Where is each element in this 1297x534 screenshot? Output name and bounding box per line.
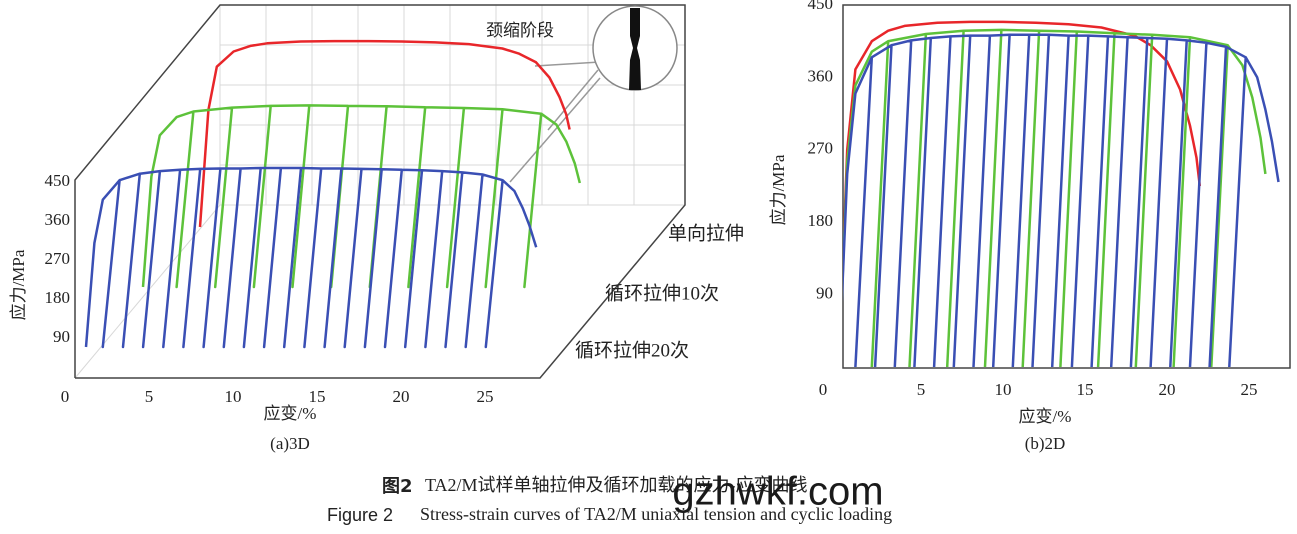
plot-frame: [842, 4, 1291, 369]
y-tick-label: 450: [45, 171, 71, 190]
x-axis-label: 应变/%: [1019, 407, 1072, 426]
y-tick-label: 270: [45, 249, 71, 268]
x-tick-label: 10: [995, 380, 1012, 399]
pointer: [509, 77, 601, 183]
x-tick-label: 15: [1077, 380, 1094, 399]
x-tick-label: 0: [819, 380, 828, 399]
x-tick-label: 25: [1241, 380, 1258, 399]
caption-label: Figure 2: [327, 505, 393, 525]
caption-label: 图2: [382, 476, 413, 497]
pointer: [534, 61, 601, 67]
x-tick-label: 0: [61, 387, 70, 406]
series-line: [843, 20, 1202, 295]
y-tick-label: 450: [808, 0, 834, 13]
x-tick-label: 5: [145, 387, 154, 406]
series-line: [198, 39, 571, 228]
y-tick-label: 360: [45, 210, 71, 229]
x-tick-label: 10: [225, 387, 242, 406]
y-axis-label: 应力/MPa: [769, 154, 788, 225]
x-tick-label: 25: [477, 387, 494, 406]
subtitle: (b)2D: [1025, 434, 1066, 453]
series-label: 单向拉伸: [668, 222, 744, 244]
series-line: [141, 104, 582, 289]
subtitle: (a)3D: [270, 434, 310, 453]
x-tick-label: 20: [1159, 380, 1176, 399]
annotation: 颈缩阶段: [486, 21, 554, 40]
y-tick-label: 270: [808, 139, 834, 158]
x-tick-label: 5: [917, 380, 926, 399]
y-tick-label: 180: [808, 211, 834, 230]
necking-inset: [509, 5, 678, 183]
pointer: [547, 69, 599, 131]
series-line: [84, 166, 538, 349]
series-label: 循环拉伸10次: [605, 282, 719, 304]
box-frame: [74, 4, 686, 379]
series-label: 循环拉伸20次: [575, 339, 689, 361]
series-line: [843, 28, 1267, 367]
y-tick-label: 90: [53, 327, 70, 346]
x-tick-label: 15: [309, 387, 326, 406]
x-axis-label: 应变/%: [264, 404, 317, 423]
y-tick-label: 90: [816, 284, 833, 303]
watermark: gzhwkf.com: [672, 470, 883, 514]
y-tick-label: 360: [808, 66, 834, 85]
y-axis-label: 应力/MPa: [9, 249, 28, 320]
y-tick-label: 180: [45, 288, 71, 307]
specimen: [629, 8, 641, 90]
caption-text: TA2/M试样单轴拉伸及循环加载的应力-应变曲线: [425, 475, 808, 495]
caption-text: Stress-strain curves of TA2/M uniaxial t…: [420, 504, 892, 524]
series-line: [843, 33, 1280, 367]
x-tick-label: 20: [393, 387, 410, 406]
